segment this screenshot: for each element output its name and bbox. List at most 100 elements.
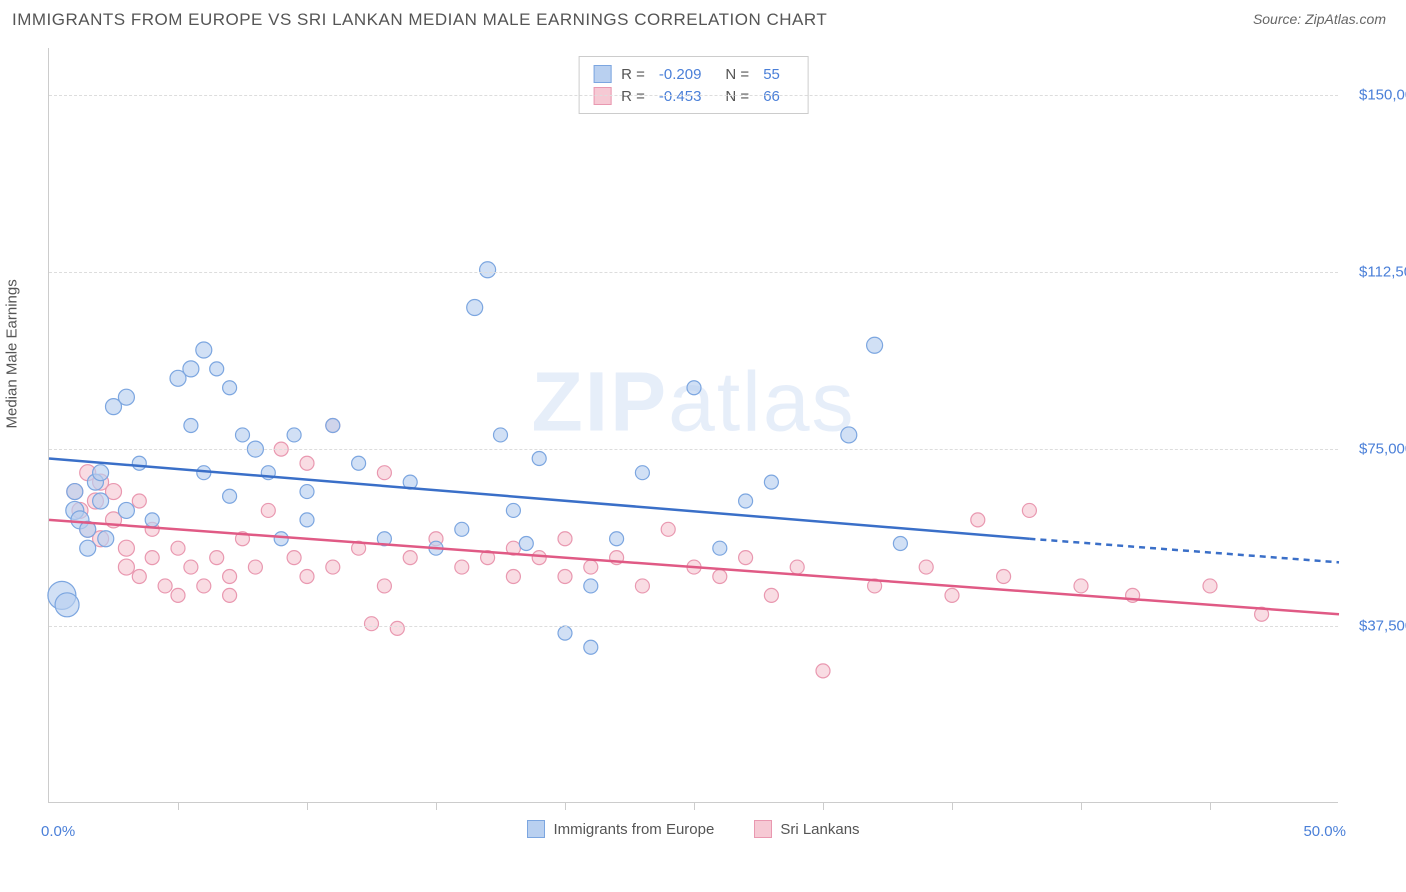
data-point[interactable] xyxy=(236,428,250,442)
data-point[interactable] xyxy=(118,540,134,556)
data-point[interactable] xyxy=(867,337,883,353)
data-point[interactable] xyxy=(816,664,830,678)
data-point[interactable] xyxy=(132,570,146,584)
y-tick-label: $37,500 xyxy=(1343,618,1406,635)
data-point[interactable] xyxy=(67,484,83,500)
data-point[interactable] xyxy=(377,466,391,480)
data-point[interactable] xyxy=(764,588,778,602)
data-point[interactable] xyxy=(790,560,804,574)
data-point[interactable] xyxy=(494,428,508,442)
data-point[interactable] xyxy=(377,579,391,593)
trend-line xyxy=(1029,539,1339,563)
data-point[interactable] xyxy=(713,541,727,555)
data-point[interactable] xyxy=(326,419,340,433)
data-point[interactable] xyxy=(118,502,134,518)
data-point[interactable] xyxy=(584,640,598,654)
data-point[interactable] xyxy=(300,513,314,527)
data-point[interactable] xyxy=(945,588,959,602)
data-point[interactable] xyxy=(197,579,211,593)
data-point[interactable] xyxy=(1074,579,1088,593)
data-point[interactable] xyxy=(739,551,753,565)
data-point[interactable] xyxy=(352,456,366,470)
x-min-label: 0.0% xyxy=(41,823,75,840)
data-point[interactable] xyxy=(223,489,237,503)
x-tick xyxy=(178,802,179,810)
data-point[interactable] xyxy=(93,465,109,481)
data-point[interactable] xyxy=(184,419,198,433)
data-point[interactable] xyxy=(455,560,469,574)
x-tick xyxy=(1081,802,1082,810)
data-point[interactable] xyxy=(300,570,314,584)
data-point[interactable] xyxy=(558,626,572,640)
data-point[interactable] xyxy=(274,532,288,546)
x-tick xyxy=(565,802,566,810)
data-point[interactable] xyxy=(519,536,533,550)
data-point[interactable] xyxy=(93,493,109,509)
data-point[interactable] xyxy=(584,579,598,593)
data-point[interactable] xyxy=(532,551,546,565)
data-point[interactable] xyxy=(287,428,301,442)
data-point[interactable] xyxy=(184,560,198,574)
data-point[interactable] xyxy=(687,381,701,395)
data-point[interactable] xyxy=(919,560,933,574)
data-point[interactable] xyxy=(403,551,417,565)
data-point[interactable] xyxy=(997,570,1011,584)
data-point[interactable] xyxy=(210,551,224,565)
data-point[interactable] xyxy=(145,513,159,527)
x-max-label: 50.0% xyxy=(1303,823,1346,840)
data-point[interactable] xyxy=(300,456,314,470)
data-point[interactable] xyxy=(893,536,907,550)
data-point[interactable] xyxy=(610,532,624,546)
data-point[interactable] xyxy=(261,503,275,517)
data-point[interactable] xyxy=(506,570,520,584)
data-point[interactable] xyxy=(764,475,778,489)
data-point[interactable] xyxy=(390,621,404,635)
data-point[interactable] xyxy=(467,300,483,316)
data-point[interactable] xyxy=(118,389,134,405)
series-legend: Immigrants from Europe Sri Lankans xyxy=(49,820,1338,838)
data-point[interactable] xyxy=(635,466,649,480)
data-point[interactable] xyxy=(210,362,224,376)
data-point[interactable] xyxy=(558,570,572,584)
data-point[interactable] xyxy=(584,560,598,574)
data-point[interactable] xyxy=(145,551,159,565)
gridline xyxy=(49,272,1338,273)
data-point[interactable] xyxy=(132,494,146,508)
data-point[interactable] xyxy=(506,503,520,517)
n-value-1: 55 xyxy=(763,66,780,83)
data-point[interactable] xyxy=(841,427,857,443)
data-point[interactable] xyxy=(248,560,262,574)
data-point[interactable] xyxy=(326,560,340,574)
data-point[interactable] xyxy=(713,570,727,584)
data-point[interactable] xyxy=(80,540,96,556)
data-point[interactable] xyxy=(55,593,79,617)
data-point[interactable] xyxy=(98,531,114,547)
data-point[interactable] xyxy=(223,570,237,584)
data-point[interactable] xyxy=(171,588,185,602)
data-point[interactable] xyxy=(196,342,212,358)
data-point[interactable] xyxy=(480,262,496,278)
data-point[interactable] xyxy=(158,579,172,593)
y-tick-label: $150,000 xyxy=(1343,87,1406,104)
data-point[interactable] xyxy=(971,513,985,527)
x-tick xyxy=(436,802,437,810)
data-point[interactable] xyxy=(171,541,185,555)
data-point[interactable] xyxy=(532,452,546,466)
data-point[interactable] xyxy=(365,617,379,631)
data-point[interactable] xyxy=(223,588,237,602)
data-point[interactable] xyxy=(183,361,199,377)
data-point[interactable] xyxy=(455,522,469,536)
data-point[interactable] xyxy=(1203,579,1217,593)
data-point[interactable] xyxy=(223,381,237,395)
data-point[interactable] xyxy=(635,579,649,593)
data-point[interactable] xyxy=(739,494,753,508)
data-point[interactable] xyxy=(1022,503,1036,517)
data-point[interactable] xyxy=(558,532,572,546)
x-tick xyxy=(952,802,953,810)
data-point[interactable] xyxy=(661,522,675,536)
data-point[interactable] xyxy=(287,551,301,565)
data-point[interactable] xyxy=(118,559,134,575)
swatch-series1-bottom xyxy=(527,820,545,838)
data-point[interactable] xyxy=(132,456,146,470)
data-point[interactable] xyxy=(300,485,314,499)
